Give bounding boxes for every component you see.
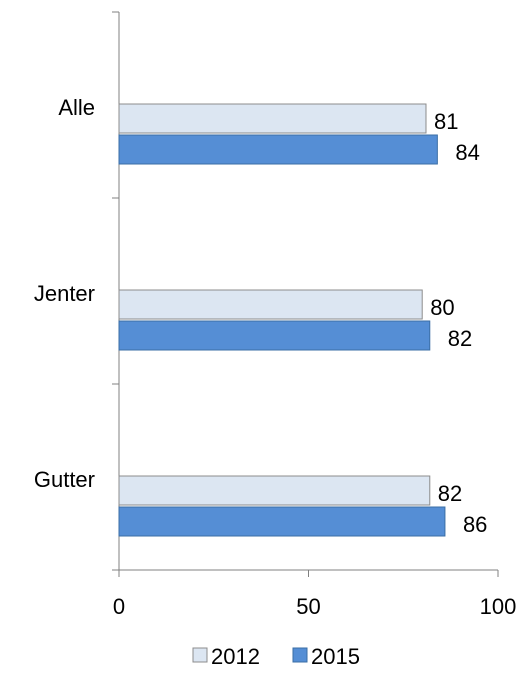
legend-label: 2012: [211, 644, 260, 669]
x-tick-label: 0: [113, 594, 125, 619]
bar: [118, 506, 446, 537]
category-label: Jenter: [34, 281, 95, 306]
bar: [118, 134, 438, 165]
bar: [118, 475, 431, 506]
data-label: 86: [463, 512, 487, 537]
legend-label: 2015: [311, 644, 360, 669]
x-tick-label: 50: [296, 594, 320, 619]
legend: 2012 2015: [192, 644, 360, 669]
legend-swatch: [292, 647, 308, 663]
bar: [118, 320, 431, 351]
bars: [118, 103, 446, 537]
bar: [118, 289, 423, 320]
legend-swatch: [192, 647, 208, 663]
data-label: 81: [434, 109, 458, 134]
x-tick-label: 100: [480, 594, 517, 619]
bar: [118, 103, 427, 134]
data-label: 82: [438, 481, 462, 506]
category-label: Alle: [58, 95, 95, 120]
data-label: 82: [448, 326, 472, 351]
data-label: 80: [430, 295, 454, 320]
category-label: Gutter: [34, 467, 95, 492]
data-label: 84: [455, 140, 479, 165]
